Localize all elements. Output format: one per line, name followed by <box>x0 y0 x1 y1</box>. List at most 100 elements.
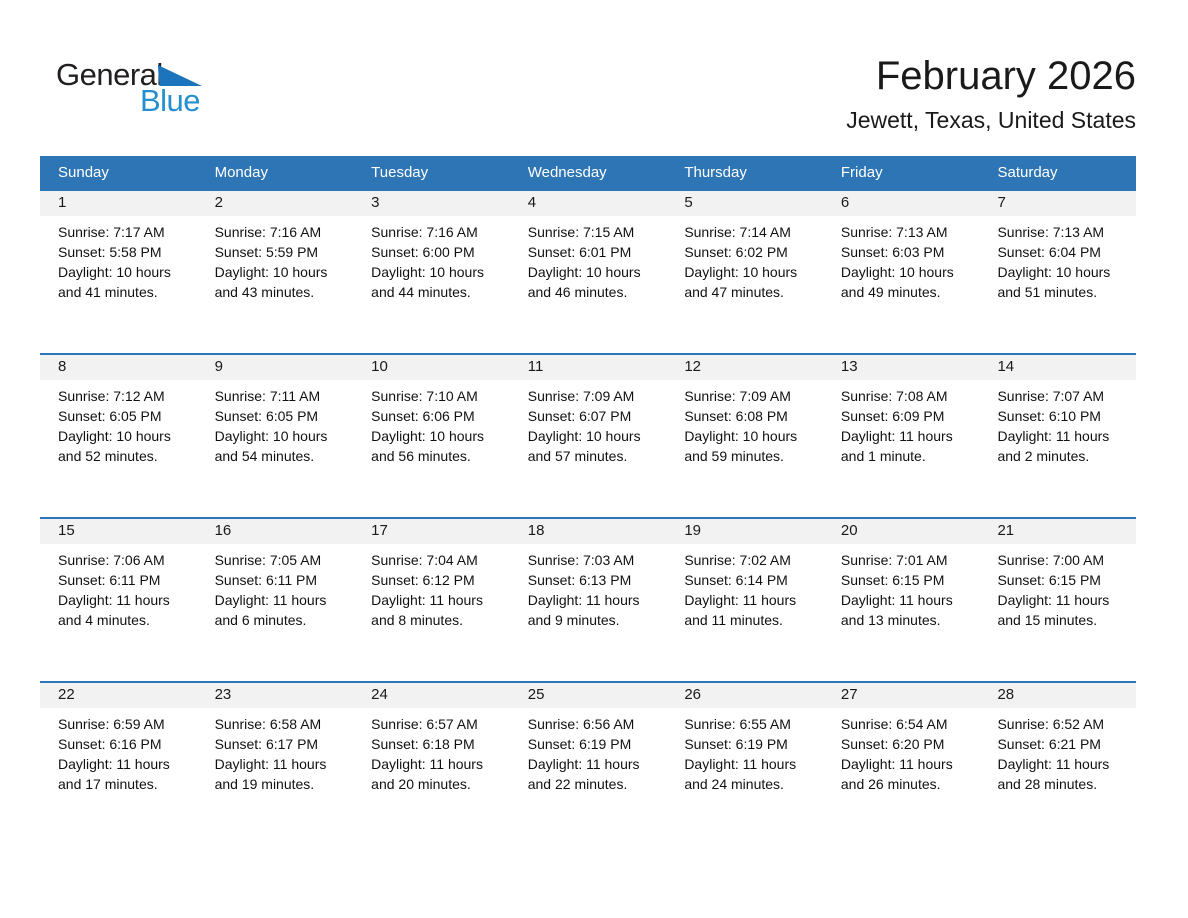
day-number: 3 <box>353 191 510 216</box>
day-number: 10 <box>353 355 510 380</box>
day-cell-11: 11 Sunrise: 7:09 AM Sunset: 6:07 PM Dayligh… <box>509 355 667 517</box>
sunrise-text: Sunrise: 7:05 AM <box>214 552 322 568</box>
day-info: Sunrise: 7:11 AM Sunset: 6:05 PM Daylight:… <box>197 380 354 466</box>
daylight-text: Daylight: 10 hours and 59 minutes. <box>684 428 798 464</box>
day-info: Sunrise: 7:16 AM Sunset: 5:59 PM Daylight:… <box>197 216 354 302</box>
day-number: 6 <box>822 191 980 216</box>
sunset-text: Sunset: 6:09 PM <box>840 408 945 424</box>
day-cell-12: 12 Sunrise: 7:09 AM Sunset: 6:08 PM Dayligh… <box>666 355 823 517</box>
daylight-text: Daylight: 10 hours and 47 minutes. <box>684 264 798 300</box>
day-cell-4: 4 Sunrise: 7:15 AM Sunset: 6:01 PM Daylight… <box>509 191 667 353</box>
sunrise-text: Sunrise: 7:09 AM <box>684 388 791 404</box>
daylight-text: Daylight: 11 hours and 11 minutes. <box>684 592 797 628</box>
day-cell-17: 17 Sunrise: 7:04 AM Sunset: 6:12 PM Dayligh… <box>353 519 510 681</box>
day-info: Sunrise: 7:17 AM Sunset: 5:58 PM Daylight:… <box>40 216 197 302</box>
sunrise-text: Sunrise: 6:57 AM <box>371 716 478 732</box>
day-number: 2 <box>196 191 354 216</box>
day-number: 20 <box>822 519 980 544</box>
sunrise-text: Sunrise: 7:17 AM <box>58 224 165 240</box>
calendar-weeks: 1 Sunrise: 7:17 AM Sunset: 5:58 PM Daylight… <box>40 189 1137 845</box>
sunset-text: Sunset: 5:58 PM <box>58 244 162 260</box>
day-number: 21 <box>979 519 1137 544</box>
sunset-text: Sunset: 6:04 PM <box>997 244 1101 260</box>
sunrise-text: Sunrise: 7:16 AM <box>214 224 322 240</box>
sunrise-text: Sunrise: 6:52 AM <box>997 716 1105 732</box>
daylight-text: Daylight: 11 hours and 1 minute. <box>840 428 953 464</box>
calendar-table: Sunday Monday Tuesday Wednesday Thursday Frid… <box>40 156 1137 845</box>
daylight-text: Daylight: 11 hours and 22 minutes. <box>527 756 640 792</box>
day-info: Sunrise: 7:10 AM Sunset: 6:06 PM Daylight:… <box>353 380 510 466</box>
day-info: Sunrise: 6:57 AM Sunset: 6:18 PM Daylight:… <box>353 708 510 794</box>
day-cell-26: 26 Sunrise: 6:55 AM Sunset: 6:19 PM Dayligh… <box>666 683 823 845</box>
daylight-text: Daylight: 10 hours and 49 minutes. <box>840 264 954 300</box>
day-number: 23 <box>196 683 354 708</box>
day-info: Sunrise: 6:52 AM Sunset: 6:21 PM Daylight:… <box>979 708 1136 794</box>
day-cell-1: 1 Sunrise: 7:17 AM Sunset: 5:58 PM Daylight… <box>40 191 197 353</box>
sunrise-text: Sunrise: 7:03 AM <box>527 552 635 568</box>
sunset-text: Sunset: 6:05 PM <box>214 408 319 424</box>
day-info: Sunrise: 7:13 AM Sunset: 6:04 PM Daylight:… <box>979 216 1136 302</box>
weekday-header-saturday: Saturday <box>997 164 1058 181</box>
day-number: 16 <box>196 519 354 544</box>
sunset-text: Sunset: 6:15 PM <box>997 572 1101 588</box>
general-blue-logo: General Blue <box>56 57 202 119</box>
sunset-text: Sunset: 6:13 PM <box>527 572 632 588</box>
day-info: Sunrise: 6:58 AM Sunset: 6:17 PM Daylight:… <box>197 708 354 794</box>
sunrise-text: Sunrise: 6:56 AM <box>527 716 635 732</box>
sunset-text: Sunset: 6:16 PM <box>58 736 162 752</box>
sunset-text: Sunset: 6:11 PM <box>214 572 318 588</box>
day-number: 5 <box>666 191 823 216</box>
weekday-header-row: Sunday Monday Tuesday Wednesday Thursday Frid… <box>40 156 1136 189</box>
day-cell-3: 3 Sunrise: 7:16 AM Sunset: 6:00 PM Daylight… <box>353 191 510 353</box>
sunset-text: Sunset: 6:11 PM <box>58 572 161 588</box>
daylight-text: Daylight: 11 hours and 6 minutes. <box>214 592 327 628</box>
daylight-text: Daylight: 10 hours and 57 minutes. <box>527 428 641 464</box>
weekday-header-wednesday: Wednesday <box>527 164 607 181</box>
day-cell-8: 8 Sunrise: 7:12 AM Sunset: 6:05 PM Daylight… <box>40 355 197 517</box>
week-row: 22 Sunrise: 6:59 AM Sunset: 6:16 PM Dayligh… <box>40 681 1137 845</box>
weekday-header-friday: Friday <box>840 164 883 181</box>
day-number: 13 <box>822 355 980 380</box>
sunset-text: Sunset: 6:05 PM <box>58 408 162 424</box>
sunset-text: Sunset: 6:07 PM <box>527 408 632 424</box>
day-info: Sunrise: 7:07 AM Sunset: 6:10 PM Daylight:… <box>979 380 1136 466</box>
logo-text-general: General <box>56 57 163 92</box>
sunset-text: Sunset: 6:10 PM <box>997 408 1101 424</box>
day-number: 14 <box>979 355 1137 380</box>
logo-text-blue: Blue <box>139 83 201 118</box>
sunrise-text: Sunrise: 7:11 AM <box>214 388 321 404</box>
day-number: 26 <box>666 683 823 708</box>
day-info: Sunrise: 7:09 AM Sunset: 6:08 PM Daylight:… <box>666 380 823 466</box>
day-info: Sunrise: 6:59 AM Sunset: 6:16 PM Daylight:… <box>40 708 197 794</box>
day-number: 1 <box>40 191 197 216</box>
day-cell-27: 27 Sunrise: 6:54 AM Sunset: 6:20 PM Dayligh… <box>822 683 980 845</box>
day-cell-22: 22 Sunrise: 6:59 AM Sunset: 6:16 PM Dayligh… <box>40 683 197 845</box>
day-info: Sunrise: 7:15 AM Sunset: 6:01 PM Daylight:… <box>510 216 667 302</box>
sunrise-text: Sunrise: 7:09 AM <box>527 388 635 404</box>
sunset-text: Sunset: 6:01 PM <box>527 244 632 260</box>
sunset-text: Sunset: 6:08 PM <box>684 408 788 424</box>
sunrise-text: Sunrise: 6:55 AM <box>684 716 791 732</box>
sunset-text: Sunset: 6:17 PM <box>214 736 319 752</box>
day-number: 18 <box>509 519 667 544</box>
day-cell-28: 28 Sunrise: 6:52 AM Sunset: 6:21 PM Dayligh… <box>979 683 1137 845</box>
sunset-text: Sunset: 6:14 PM <box>684 572 788 588</box>
daylight-text: Daylight: 10 hours and 44 minutes. <box>371 264 484 300</box>
day-info: Sunrise: 7:16 AM Sunset: 6:00 PM Daylight:… <box>353 216 510 302</box>
day-number: 11 <box>509 355 667 380</box>
sunrise-text: Sunrise: 7:02 AM <box>684 552 791 568</box>
logo-line-1: General <box>56 57 202 92</box>
day-info: Sunrise: 7:14 AM Sunset: 6:02 PM Daylight:… <box>666 216 823 302</box>
sunrise-text: Sunrise: 6:59 AM <box>58 716 165 732</box>
daylight-text: Daylight: 10 hours and 52 minutes. <box>58 428 171 464</box>
sunrise-text: Sunrise: 7:10 AM <box>371 388 478 404</box>
day-cell-18: 18 Sunrise: 7:03 AM Sunset: 6:13 PM Dayligh… <box>509 519 667 681</box>
daylight-text: Daylight: 11 hours and 2 minutes. <box>997 428 1110 464</box>
daylight-text: Daylight: 11 hours and 28 minutes. <box>997 756 1110 792</box>
day-cell-23: 23 Sunrise: 6:58 AM Sunset: 6:17 PM Dayligh… <box>196 683 354 845</box>
day-number: 7 <box>979 191 1137 216</box>
day-cell-25: 25 Sunrise: 6:56 AM Sunset: 6:19 PM Dayligh… <box>509 683 667 845</box>
daylight-text: Daylight: 10 hours and 43 minutes. <box>214 264 328 300</box>
day-cell-9: 9 Sunrise: 7:11 AM Sunset: 6:05 PM Daylight… <box>196 355 354 517</box>
day-info: Sunrise: 7:03 AM Sunset: 6:13 PM Daylight:… <box>510 544 667 630</box>
